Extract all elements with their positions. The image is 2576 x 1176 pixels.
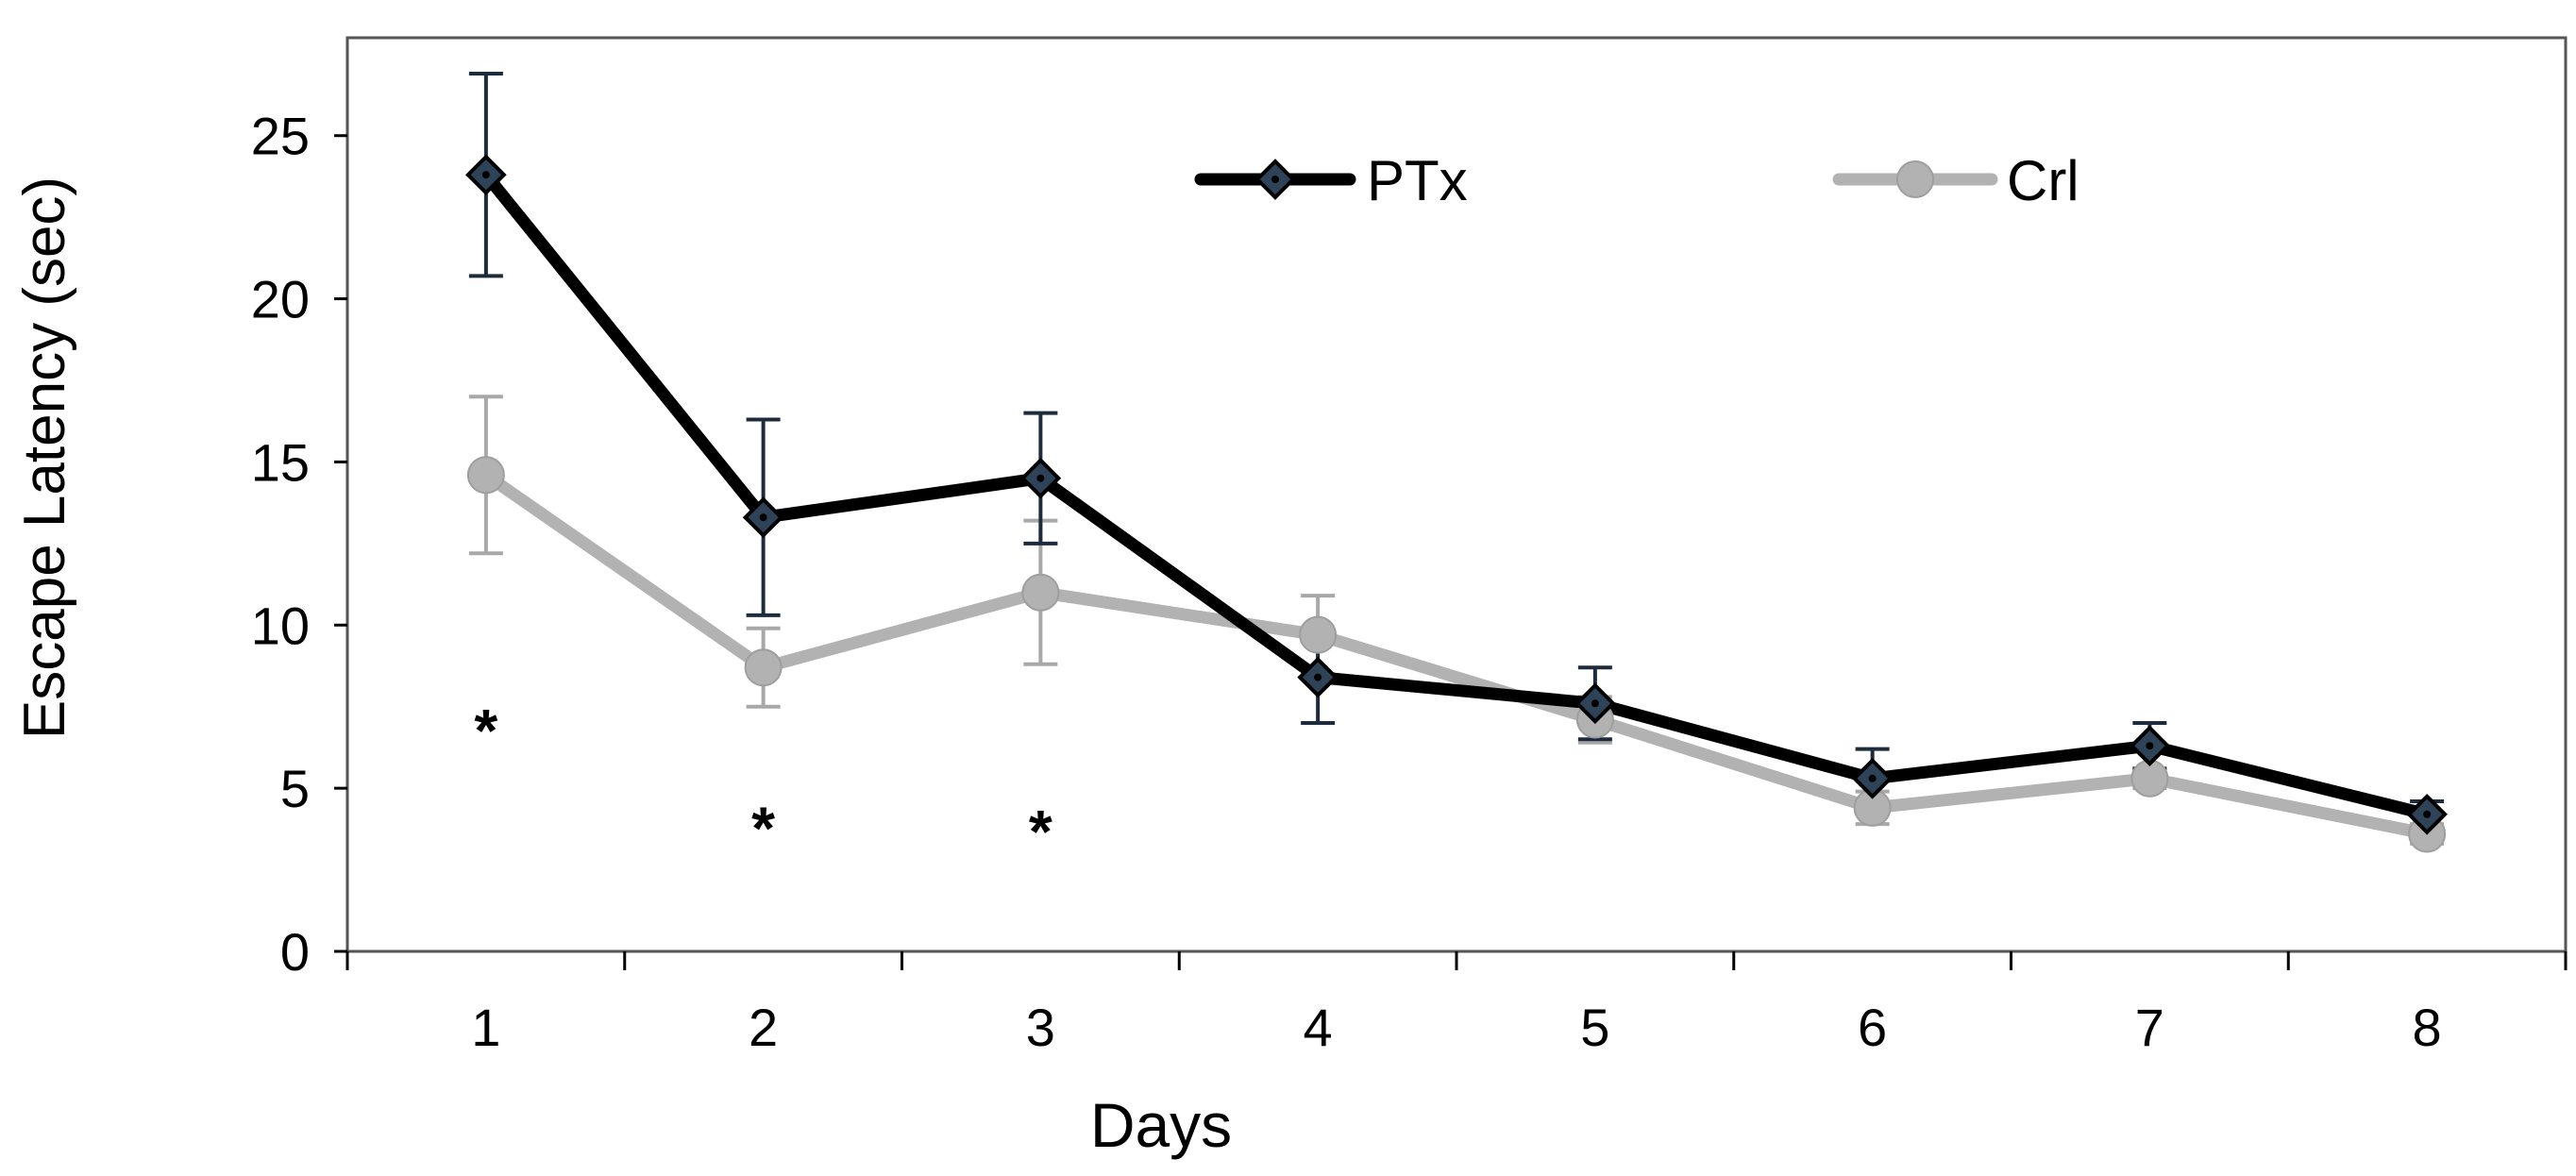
legend: PTx Crl — [1194, 149, 2079, 212]
data-point-ptx-center — [481, 171, 490, 179]
data-point-crl — [1299, 615, 1338, 654]
significance-asterisk: * — [1029, 798, 1052, 865]
data-point-crl — [744, 648, 783, 687]
axes: 0 5 10 15 20 25 1 2 3 4 5 6 7 8 — [251, 36, 2568, 1057]
legend-marker-ptx-center — [1271, 176, 1279, 183]
data-point-ptx-center — [759, 513, 767, 522]
y-tick-label: 0 — [280, 922, 310, 982]
data-point-ptx-center — [1868, 774, 1877, 782]
data-point-crl — [466, 456, 505, 495]
x-tick-label: 2 — [749, 998, 778, 1057]
x-tick-label: 1 — [471, 998, 500, 1057]
significance-annotations: * * * — [474, 697, 1052, 865]
significance-asterisk: * — [474, 697, 497, 764]
series-lines — [480, 168, 2433, 841]
x-tick-label: 7 — [2135, 998, 2164, 1057]
x-tick-label: 6 — [1858, 998, 1887, 1057]
data-point-ptx-center — [1314, 673, 1322, 681]
legend-label-ptx: PTx — [1367, 149, 1468, 212]
x-tick-label: 5 — [1580, 998, 1609, 1057]
y-tick-label: 5 — [280, 759, 310, 818]
y-tick-label: 20 — [251, 270, 310, 329]
x-tick-label: 8 — [2413, 998, 2442, 1057]
x-tick-label: 3 — [1026, 998, 1055, 1057]
series-markers — [465, 154, 2448, 853]
series-line-ptx — [480, 168, 2433, 821]
legend-label-crl: Crl — [2007, 149, 2079, 212]
data-point-ptx-center — [1036, 474, 1045, 482]
y-tick-label: 15 — [251, 432, 310, 492]
data-point-ptx-center — [2146, 742, 2154, 750]
y-tick-label: 25 — [251, 107, 310, 166]
data-point-ptx-center — [1591, 699, 1599, 708]
series-line-crl — [480, 468, 2433, 841]
legend-marker-crl — [1896, 160, 1934, 198]
y-tick-label: 10 — [251, 596, 310, 655]
x-axis-label: Days — [1090, 1090, 1232, 1160]
x-tick-label: 4 — [1304, 998, 1333, 1057]
data-point-crl — [1021, 573, 1060, 612]
y-axis-label: Escape Latency (sec) — [12, 176, 77, 739]
data-point-ptx-center — [2423, 810, 2432, 818]
significance-asterisk: * — [751, 795, 775, 863]
